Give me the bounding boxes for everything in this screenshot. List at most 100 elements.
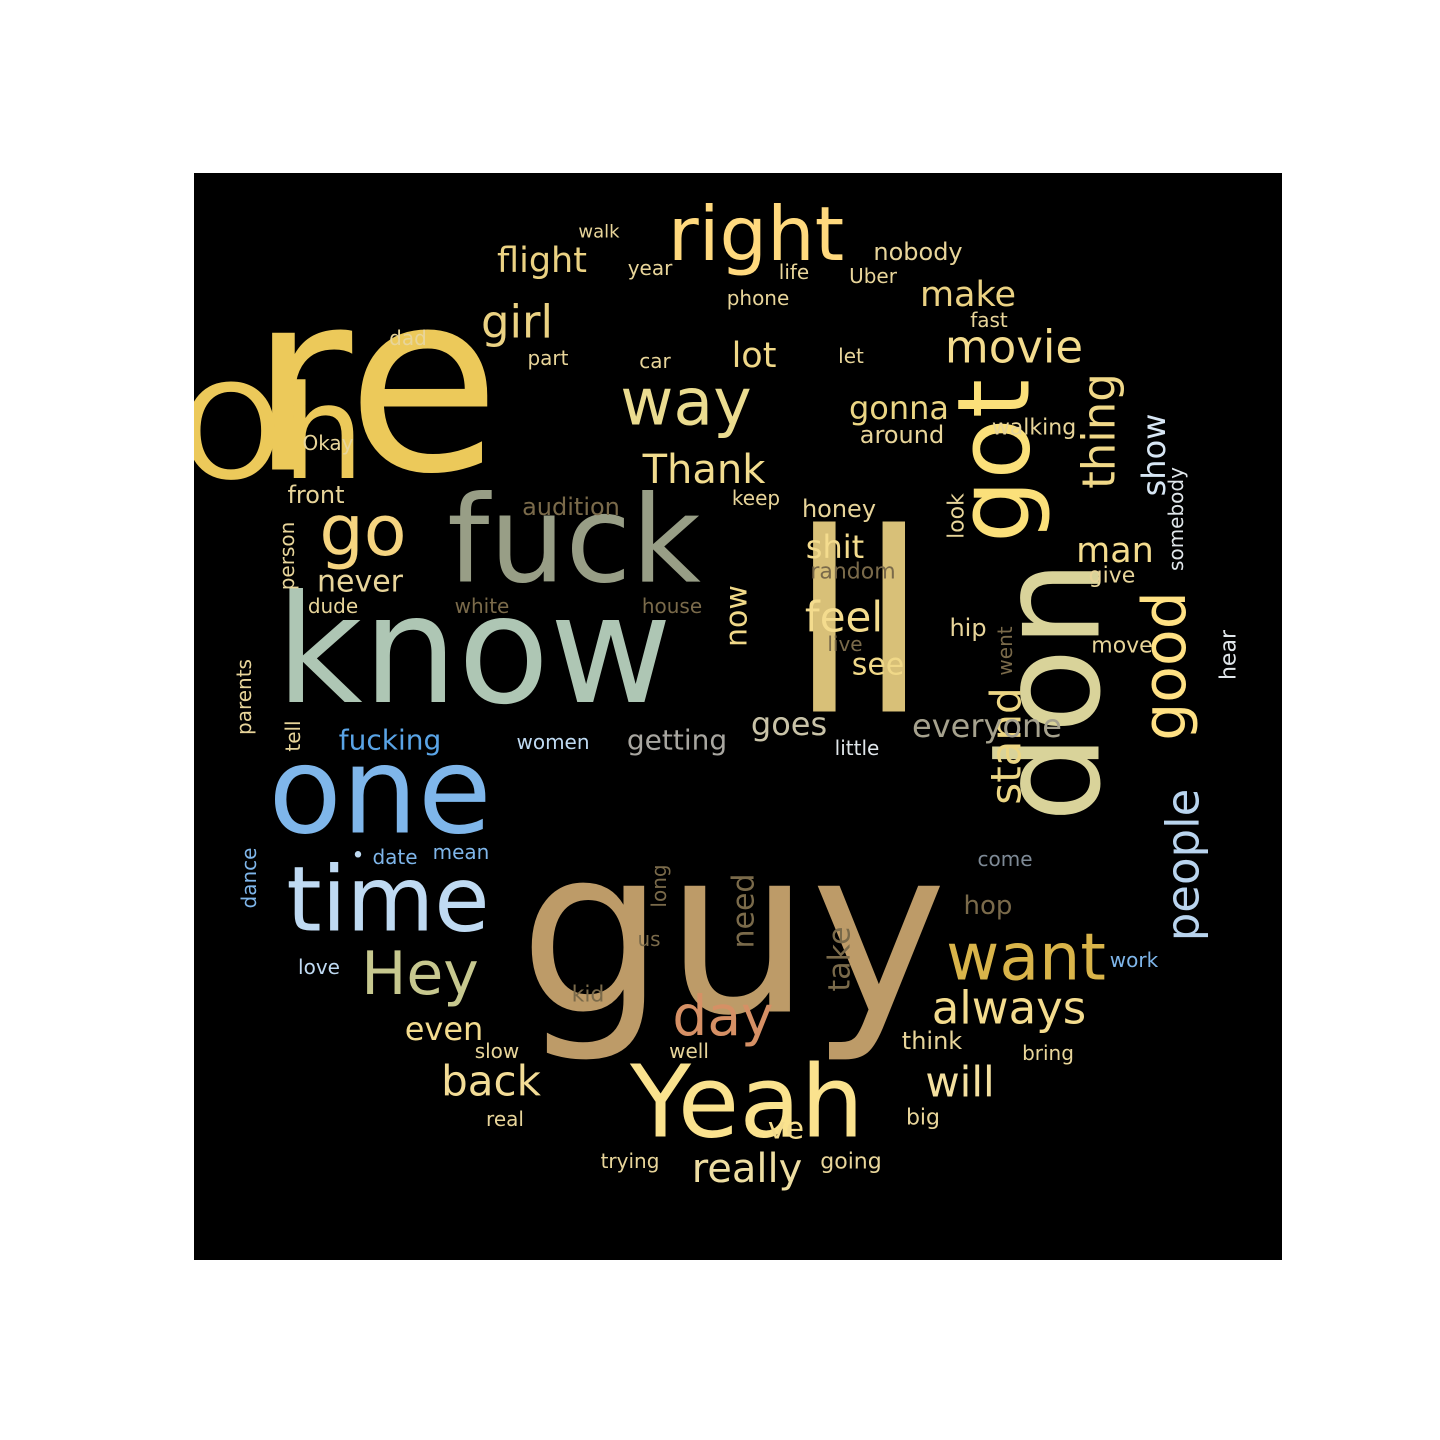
word-nobody: nobody [873,238,962,266]
word-got: got [936,379,1053,543]
word-hey: Hey [361,939,479,1009]
word-feel: feel [805,593,883,642]
word-phone: phone [727,286,790,310]
word-big: big [906,1106,940,1131]
word-real: real [486,1107,524,1131]
word-getting: getting [627,724,727,757]
word-ll: ll [790,480,929,771]
word-trying: trying [601,1149,660,1173]
word-time: time [286,848,489,953]
word-women: women [516,730,589,754]
word-movie: movie [945,321,1083,374]
word-bring: bring [1022,1041,1074,1065]
word-everyone: everyone [912,707,1062,745]
word-guy: guy [519,800,947,1067]
word-white: white [455,594,510,618]
word-audition: audition [522,493,620,521]
word-back: back [441,1057,541,1106]
word-uber: Uber [849,264,898,288]
word-yeah: Yeah [629,1044,864,1161]
word-dance: dance [237,848,261,909]
word-day: day [672,984,773,1048]
word-date: date [372,845,417,869]
word-make: make [920,275,1016,315]
word-let: let [838,344,864,368]
word-thing: thing [1073,373,1126,489]
word-work: work [1110,948,1159,972]
word-now: now [720,585,755,647]
word-love: love [298,955,340,979]
word-never: never [317,565,404,600]
word-know: know [276,564,672,738]
word-random: random [810,560,895,585]
word-tell: tell [281,720,305,751]
word-okay: Okay [302,431,353,455]
word-think: think [902,1027,963,1055]
word-lot: lot [732,336,777,376]
word-car: car [639,349,671,373]
word-come: come [977,847,1032,871]
word-look: look [945,493,970,539]
word-take: take [823,927,858,992]
word-dot: • [352,844,365,869]
word-parents: parents [232,659,256,735]
word-flight: flight [497,241,587,281]
word-hop: hop [964,891,1013,921]
word-going: going [820,1150,881,1175]
word-live: live [827,632,862,656]
word-always: always [932,982,1087,1035]
word-gonna: gonna [849,389,949,427]
word-go: go [319,490,406,572]
word-way: way [620,366,751,441]
word-stand: stand [982,687,1031,804]
word-hear: hear [1217,629,1242,680]
word-long: long [647,864,671,907]
word-somebody: somebody [1164,467,1188,571]
word-cloud-panel: re ll guy know don Oh fuck one time Yeah got right g… [194,173,1282,1260]
word-well: well [669,1039,709,1063]
word-man: man [1076,531,1154,571]
word-see: see [852,648,905,683]
word-dad: dad [389,326,427,350]
word-kid: kid [572,983,605,1008]
word-walking: walking [992,416,1076,441]
word-year: year [628,256,673,280]
word-oh: Oh [194,357,364,509]
word-person: person [275,522,299,591]
word-right: right [668,190,844,278]
word-re: re [249,238,500,529]
word-fucking: fucking [339,724,442,757]
word-show: show [1135,414,1173,497]
word-us: us [637,927,660,951]
word-house: house [642,594,702,618]
word-honey: honey [802,495,876,523]
word-people: people [1157,789,1210,942]
word-front: front [287,481,344,509]
word-slow: slow [475,1039,520,1063]
word-good: good [1130,591,1200,741]
word-even: even [405,1010,484,1048]
word-goes: goes [751,705,827,743]
word-give: give [1089,564,1136,589]
word-life: life [779,260,809,284]
word-move: move [1091,634,1152,659]
word-fast: fast [970,308,1008,332]
word-fuck: fuck [447,472,701,611]
word-walk: walk [578,222,620,243]
word-little: little [835,736,880,760]
word-shit: shit [806,528,864,566]
word-around: around [860,421,944,449]
word-thank: Thank [642,447,767,493]
word-mean: mean [433,840,490,864]
word-don: don [970,559,1133,822]
word-part: part [527,346,568,370]
word-girl: girl [481,296,553,349]
word-hip: hip [949,614,986,642]
word-ve: ve [768,1112,804,1147]
word-need: need [727,874,762,949]
word-dude: dude [308,594,358,618]
word-will: will [925,1058,994,1107]
word-one: one [268,723,491,862]
word-want: want [946,921,1106,996]
